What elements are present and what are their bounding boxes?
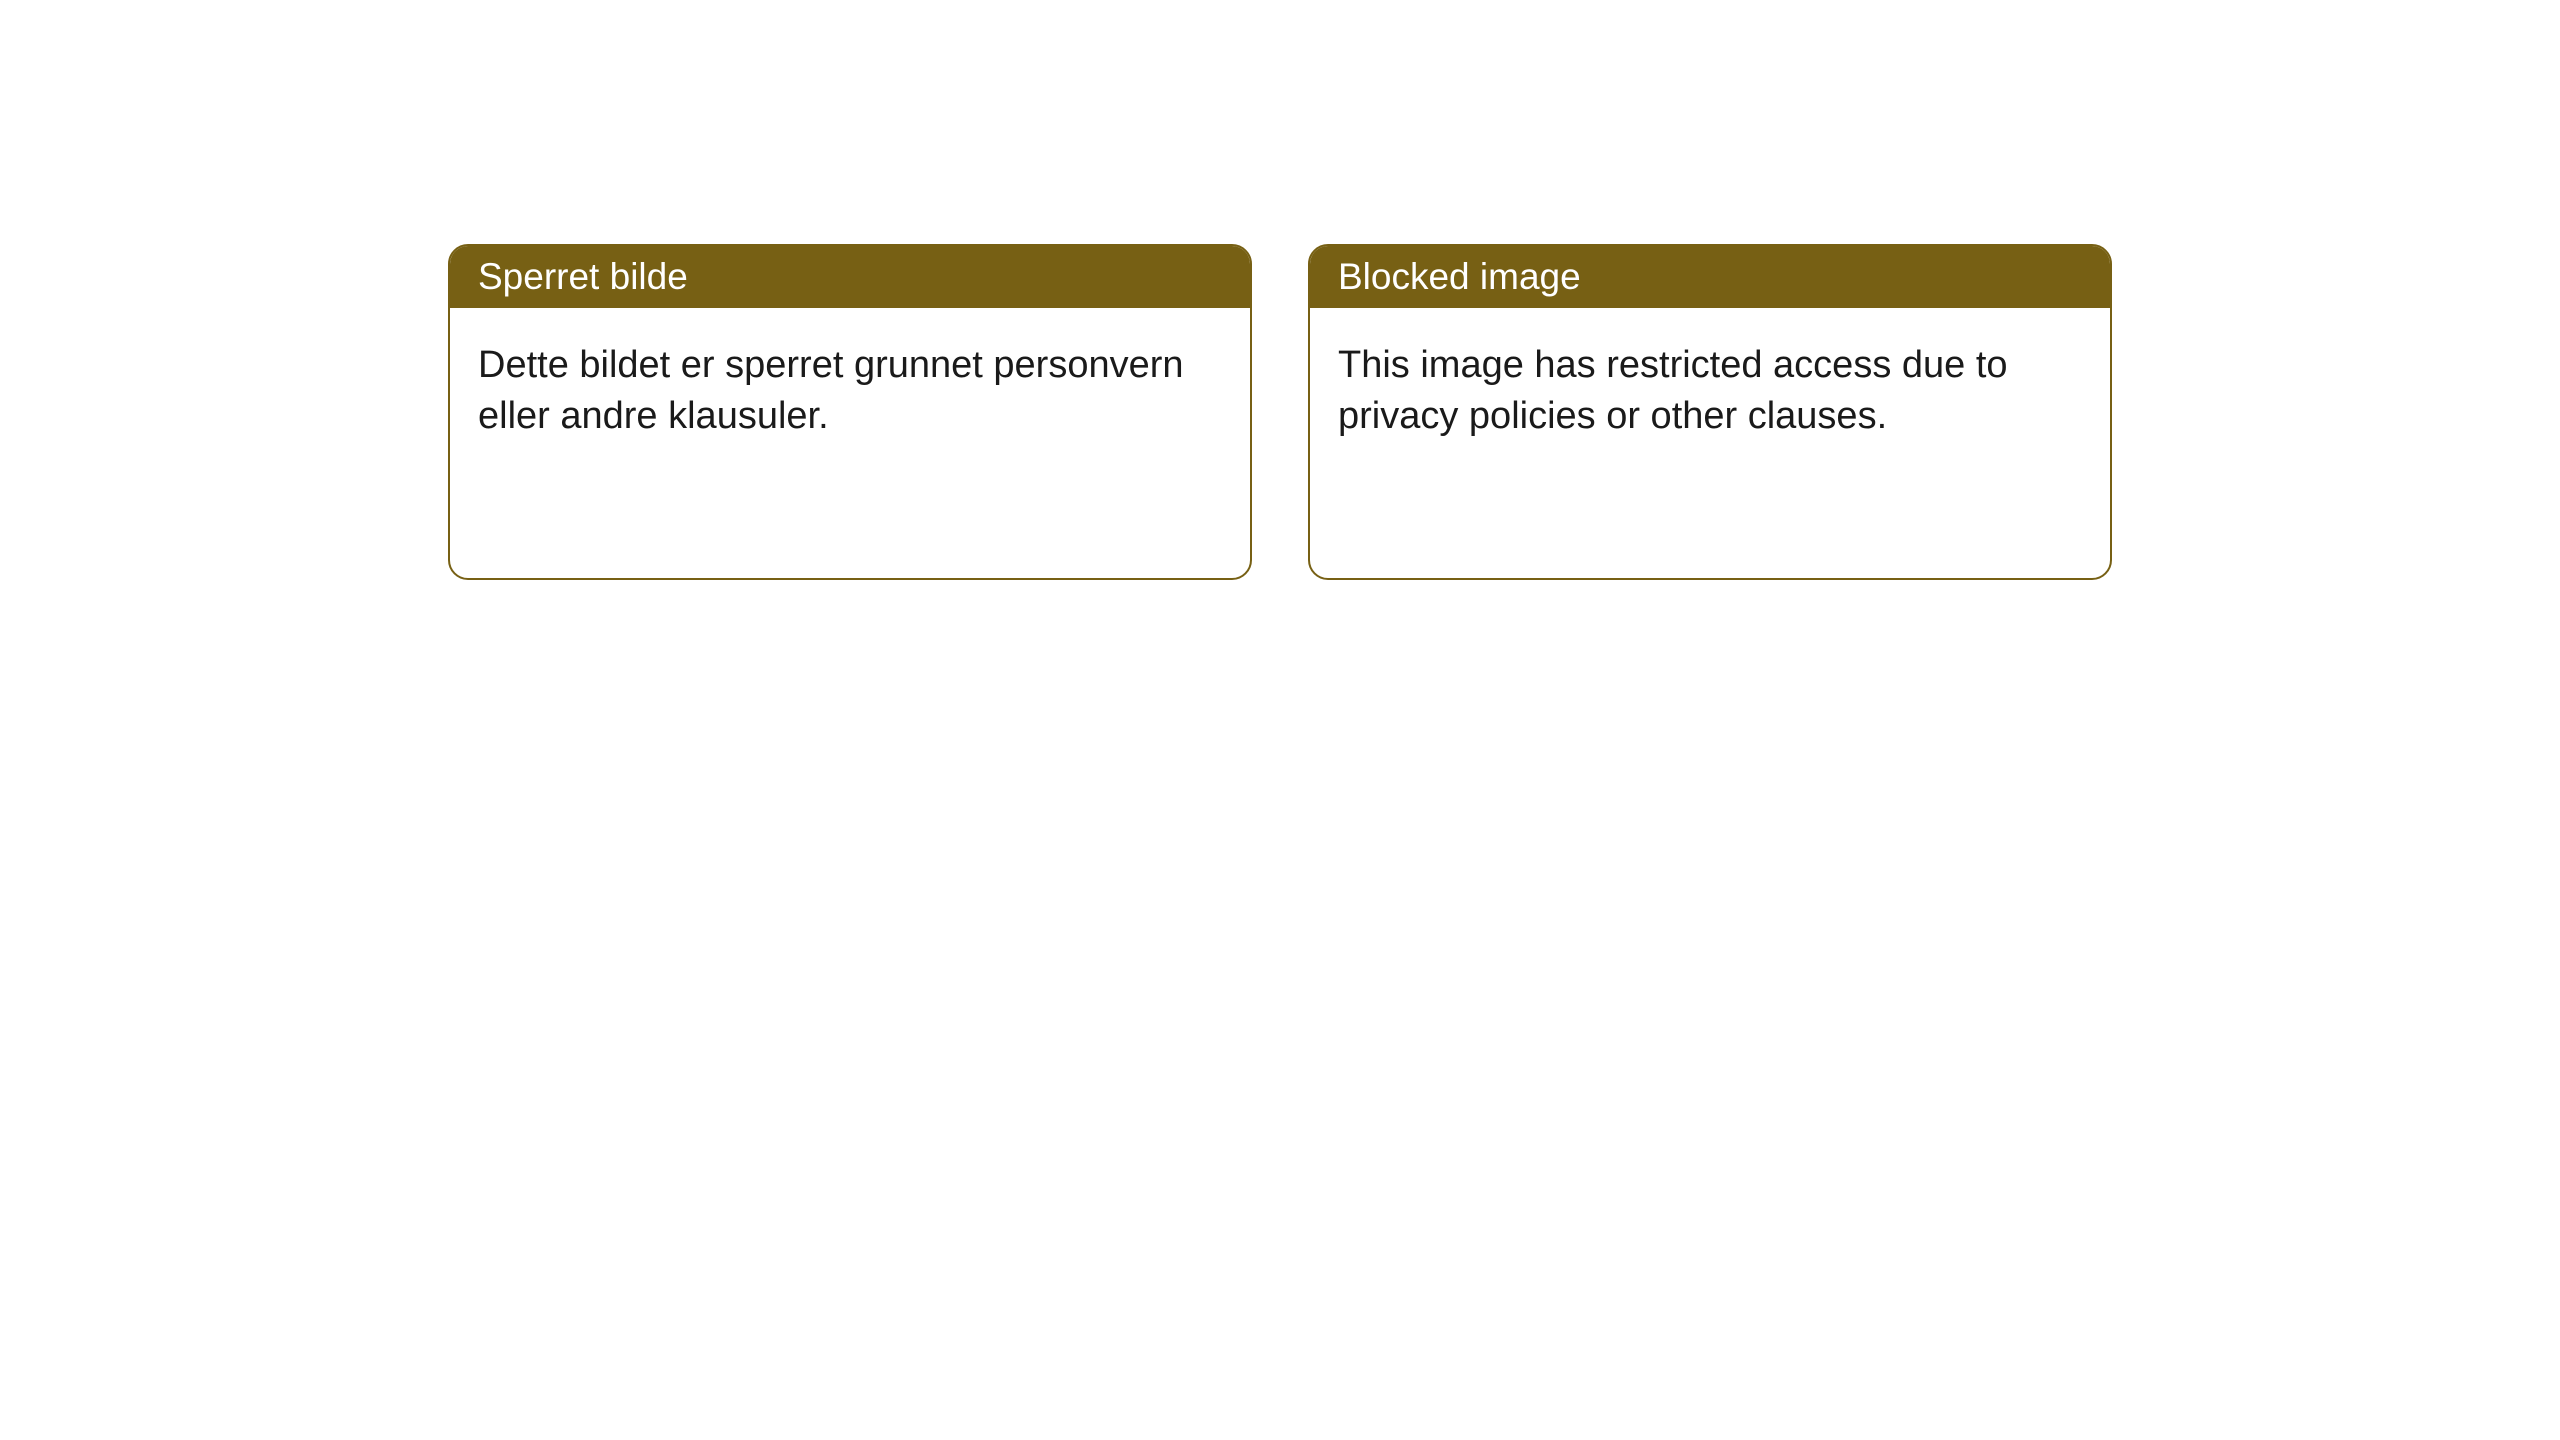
card-body-text: This image has restricted access due to … (1338, 344, 2008, 437)
card-header: Blocked image (1310, 246, 2110, 308)
blocked-image-card-en: Blocked image This image has restricted … (1308, 244, 2112, 580)
blocked-image-card-no: Sperret bilde Dette bildet er sperret gr… (448, 244, 1252, 580)
card-body: Dette bildet er sperret grunnet personve… (450, 308, 1250, 578)
notice-cards-container: Sperret bilde Dette bildet er sperret gr… (0, 0, 2560, 580)
card-body-text: Dette bildet er sperret grunnet personve… (478, 344, 1184, 437)
card-body: This image has restricted access due to … (1310, 308, 2110, 578)
card-title: Sperret bilde (478, 256, 688, 297)
card-title: Blocked image (1338, 256, 1581, 297)
card-header: Sperret bilde (450, 246, 1250, 308)
